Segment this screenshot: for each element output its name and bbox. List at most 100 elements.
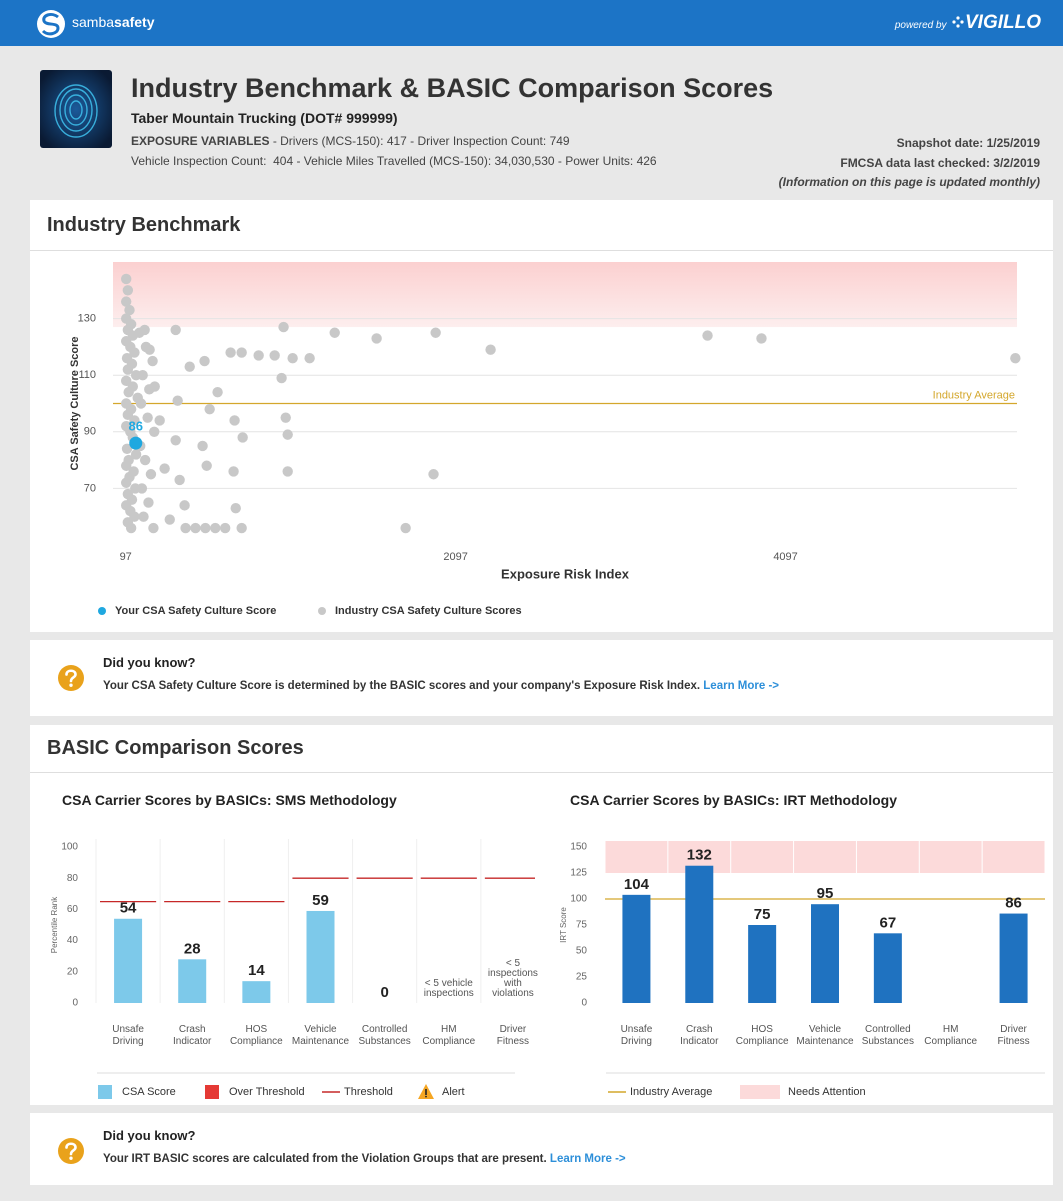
data-point: [210, 523, 220, 533]
top-bar: sambasafety powered by VIGILLO: [0, 0, 1063, 46]
data-point: [159, 463, 169, 473]
tip-title: Did you know?: [103, 655, 195, 670]
x-tick-label: Driver Fitness: [985, 1024, 1043, 1048]
data-point: [144, 345, 154, 355]
exposure-line-1: EXPOSURE VARIABLES - Drivers (MCS-150): …: [131, 134, 570, 148]
data-point: [282, 429, 292, 439]
legend-label: Industry Average: [630, 1086, 712, 1098]
data-point: [228, 466, 238, 476]
y-tick-label: 100: [570, 894, 587, 905]
value-label: 86: [1005, 895, 1022, 912]
logo-icon: [36, 9, 66, 39]
question-icon: [57, 664, 85, 692]
alert-mark: [425, 1089, 427, 1095]
brand: sambasafety: [72, 14, 155, 30]
legend-marker: [98, 607, 106, 615]
y-tick-label: 50: [576, 946, 588, 957]
basic-card: BASIC Comparison Scores CSA Carrier Scor…: [30, 725, 1053, 1105]
legend-label: Over Threshold: [229, 1086, 305, 1098]
tip-body: Your CSA Safety Culture Score is determi…: [103, 680, 700, 692]
x-tick-label: Vehicle Maintenance: [796, 1024, 854, 1048]
exposure-line-2: Vehicle Inspection Count: 404 - Vehicle …: [131, 154, 657, 168]
data-point: [180, 523, 190, 533]
value-label: 28: [184, 940, 201, 957]
data-point: [148, 523, 158, 533]
x-tick-label: Driver Fitness: [484, 1024, 542, 1048]
y-axis-title: IRT Score: [559, 907, 568, 943]
data-point: [190, 523, 200, 533]
data-point: [225, 347, 235, 357]
bar-chart-plot: 020406080100Percentile Rank542814590CSA …: [30, 820, 535, 1102]
legend-label: Threshold: [344, 1086, 393, 1098]
data-point: [400, 523, 410, 533]
tip-text: Your CSA Safety Culture Score is determi…: [103, 680, 779, 692]
data-point: [199, 356, 209, 366]
x-tick-label: Unsafe Driving: [607, 1024, 665, 1048]
value-label: 67: [880, 914, 897, 931]
x-tick-label: 97: [120, 551, 132, 563]
value-label: 14: [248, 962, 265, 979]
industry-average-label: Industry Average: [933, 389, 1015, 401]
bar: [622, 895, 650, 1003]
data-point: [428, 469, 438, 479]
data-point: [229, 415, 239, 425]
legend-label: Industry CSA Safety Culture Scores: [335, 605, 522, 617]
x-tick-label: Crash Indicator: [163, 1024, 221, 1048]
data-point: [126, 523, 136, 533]
data-point: [236, 523, 246, 533]
data-point: [170, 435, 180, 445]
attention-band: [113, 262, 1017, 327]
x-tick-label: HM Compliance: [420, 1024, 478, 1048]
x-tick-label: Unsafe Driving: [99, 1024, 157, 1048]
y-tick-label: 0: [581, 998, 587, 1009]
legend-marker: [318, 607, 326, 615]
data-point: [430, 328, 440, 338]
bar: [874, 933, 902, 1003]
data-point: [138, 512, 148, 522]
data-point: [287, 353, 297, 363]
x-tick-label: 2097: [443, 551, 467, 563]
y-tick-label: 40: [67, 935, 79, 946]
data-point: [1010, 353, 1020, 363]
partner-name: VIGILLO: [965, 12, 1041, 33]
data-point: [146, 469, 156, 479]
partner-dots: [951, 15, 965, 29]
attention-band: [605, 841, 1045, 873]
data-point: [185, 362, 195, 372]
data-point: [149, 427, 159, 437]
data-point: [137, 370, 147, 380]
divider: [30, 772, 1053, 773]
tip-card: Did you know? Your IRT BASIC scores are …: [30, 1113, 1053, 1185]
data-point: [201, 461, 211, 471]
learn-more-link[interactable]: Learn More ->: [703, 680, 779, 692]
data-point: [129, 437, 142, 450]
data-point: [278, 322, 288, 332]
data-point: [281, 412, 291, 422]
data-point: [121, 274, 131, 284]
legend-marker: [205, 1085, 219, 1099]
legend-label: Alert: [442, 1086, 465, 1098]
data-point: [123, 387, 133, 397]
x-tick-label: HM Compliance: [922, 1024, 980, 1048]
card-heading: Industry Benchmark: [47, 214, 240, 237]
no-data-label: < 5 inspections with violations: [483, 959, 543, 999]
data-point: [212, 387, 222, 397]
tip-text: Your IRT BASIC scores are calculated fro…: [103, 1153, 626, 1165]
data-point: [276, 373, 286, 383]
card-heading: BASIC Comparison Scores: [47, 737, 304, 760]
value-label: 59: [312, 892, 329, 909]
y-tick-label: 20: [67, 966, 79, 977]
y-tick-label: 110: [78, 369, 96, 381]
data-point: [702, 330, 712, 340]
x-tick-label: HOS Compliance: [227, 1024, 285, 1048]
data-point: [236, 347, 246, 357]
chart-title: CSA Carrier Scores by BASICs: SMS Method…: [62, 792, 397, 808]
learn-more-link[interactable]: Learn More ->: [550, 1153, 626, 1165]
brand-bold: safety: [114, 14, 154, 30]
bar: [114, 919, 142, 1003]
sms-chart: 020406080100Percentile Rank542814590CSA …: [30, 820, 535, 1102]
value-label: 0: [380, 984, 388, 1001]
data-checked: FMCSA data last checked: 3/2/2019: [840, 156, 1040, 170]
